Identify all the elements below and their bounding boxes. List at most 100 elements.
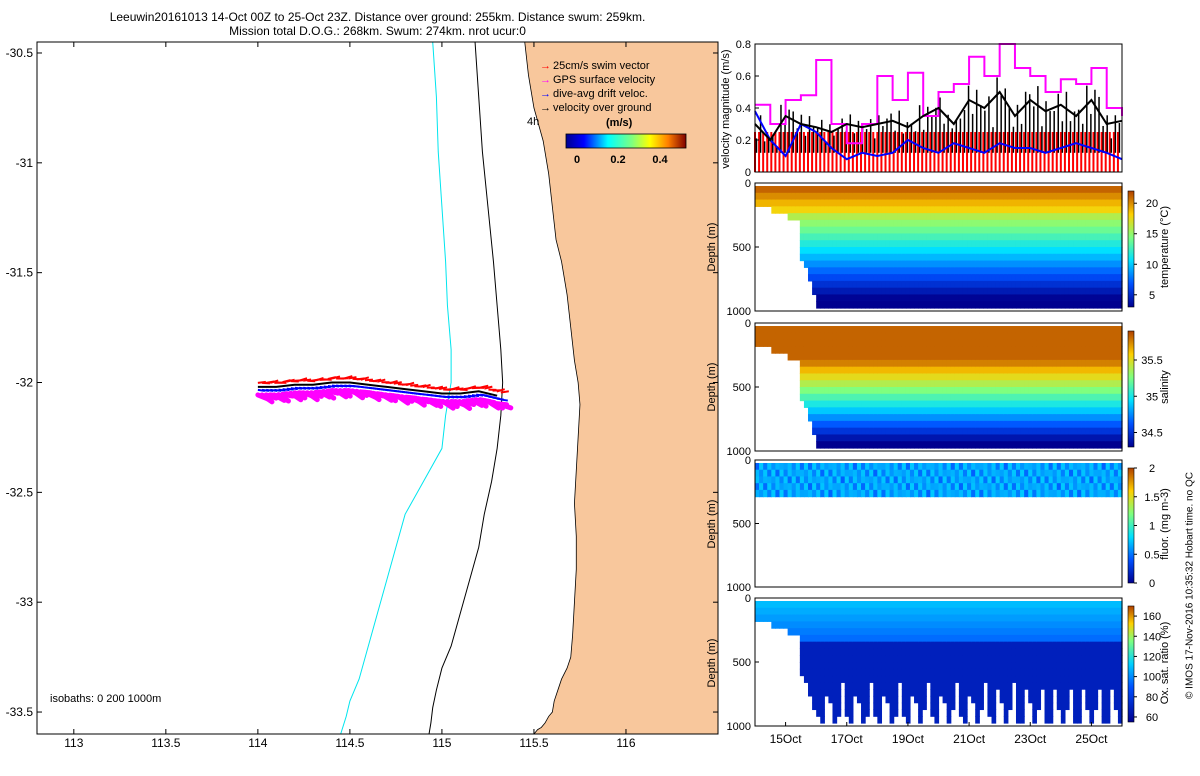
temperature-cell bbox=[979, 281, 984, 288]
oxygen-cell bbox=[816, 621, 821, 628]
temperature-cell bbox=[792, 213, 797, 220]
salinity-cell bbox=[983, 401, 988, 408]
salinity-cell bbox=[910, 326, 915, 333]
oxygen-cell bbox=[1040, 682, 1045, 689]
salinity-cell bbox=[1004, 360, 1009, 367]
salinity-cell bbox=[1040, 373, 1045, 380]
oxygen-cell bbox=[828, 628, 833, 635]
salinity-cell bbox=[951, 421, 956, 428]
salinity-cell bbox=[1057, 414, 1062, 421]
temperature-cell bbox=[1077, 254, 1082, 261]
salinity-cell bbox=[959, 367, 964, 374]
temperature-cell bbox=[865, 288, 870, 295]
oxygen-cell bbox=[967, 655, 972, 662]
oxygen-cell bbox=[861, 676, 866, 683]
temperature-cell bbox=[1102, 267, 1107, 274]
temperature-cell bbox=[975, 281, 980, 288]
oxygen-cell bbox=[906, 635, 911, 642]
temperature-cell bbox=[1098, 206, 1103, 213]
oxygen-cell bbox=[873, 709, 878, 716]
oxygen-cell bbox=[1028, 689, 1033, 696]
oxygen-cell bbox=[885, 621, 890, 628]
fluorescence-cell bbox=[992, 476, 997, 483]
oxygen-cell bbox=[894, 662, 899, 669]
salinity-cell bbox=[1020, 414, 1025, 421]
salinity-cell bbox=[943, 367, 948, 374]
temperature-cell bbox=[771, 200, 776, 207]
oxygen-cell bbox=[804, 621, 809, 628]
temperature-cell bbox=[890, 254, 895, 261]
temperature-cell bbox=[971, 261, 976, 268]
temperature-cell bbox=[1110, 227, 1115, 234]
salinity-cell bbox=[861, 441, 866, 448]
temperature-cell bbox=[934, 294, 939, 301]
salinity-cell bbox=[987, 333, 992, 340]
salinity-cell bbox=[877, 401, 882, 408]
salinity-cell bbox=[849, 340, 854, 347]
temperature-cell bbox=[898, 227, 903, 234]
temperature-cell bbox=[873, 301, 878, 308]
oxygen-cell bbox=[939, 669, 944, 676]
salinity-cell bbox=[845, 340, 850, 347]
fluorescence-cell bbox=[808, 470, 813, 477]
salinity-cell bbox=[1016, 326, 1021, 333]
oxygen-cell bbox=[918, 676, 923, 683]
salinity-cell bbox=[918, 428, 923, 435]
oxygen-cell bbox=[1045, 662, 1050, 669]
oxygen-cell bbox=[1016, 662, 1021, 669]
temperature-cell bbox=[861, 274, 866, 281]
salinity-cell bbox=[820, 441, 825, 448]
temperature-cell bbox=[1053, 281, 1058, 288]
temperature-cell bbox=[996, 206, 1001, 213]
temperature-cell bbox=[967, 186, 972, 193]
oxygen-cell bbox=[890, 615, 895, 622]
oxygen-cell bbox=[816, 642, 821, 649]
oxygen-cell bbox=[992, 635, 997, 642]
salinity-cell bbox=[1102, 441, 1107, 448]
temperature-cell bbox=[1053, 288, 1058, 295]
salinity-cell bbox=[979, 421, 984, 428]
salinity-cell bbox=[1061, 333, 1066, 340]
salinity-cell bbox=[845, 407, 850, 414]
salinity-cell bbox=[820, 333, 825, 340]
fluorescence-cell bbox=[996, 490, 1001, 497]
salinity-cell bbox=[877, 387, 882, 394]
temperature-cell bbox=[1065, 213, 1070, 220]
oxygen-cell bbox=[1004, 709, 1009, 716]
salinity-cell bbox=[1093, 407, 1098, 414]
oxygen-cell bbox=[926, 601, 931, 608]
temperature-cell bbox=[934, 213, 939, 220]
salinity-cell bbox=[832, 441, 837, 448]
salinity-cell bbox=[914, 434, 919, 441]
salinity-cell bbox=[987, 340, 992, 347]
salinity-cell bbox=[1073, 441, 1078, 448]
temperature-cell bbox=[930, 301, 935, 308]
temperature-cell bbox=[1020, 200, 1025, 207]
fluorescence-cell bbox=[845, 470, 850, 477]
salinity-cell bbox=[1089, 333, 1094, 340]
salinity-cell bbox=[890, 407, 895, 414]
salinity-cell bbox=[1089, 401, 1094, 408]
salinity-cell bbox=[963, 333, 968, 340]
oxygen-cell bbox=[841, 608, 846, 615]
oxygen-cell bbox=[1085, 621, 1090, 628]
temperature-cell bbox=[861, 186, 866, 193]
oxygen-cell bbox=[971, 648, 976, 655]
oxygen-cell bbox=[1000, 601, 1005, 608]
temperature-cell bbox=[849, 274, 854, 281]
salinity-cell bbox=[1000, 401, 1005, 408]
salinity-cell bbox=[1024, 333, 1029, 340]
salinity-cell bbox=[910, 407, 915, 414]
salinity-cell bbox=[1089, 326, 1094, 333]
salinity-cell bbox=[1093, 353, 1098, 360]
temperature-cell bbox=[906, 193, 911, 200]
salinity-cell bbox=[808, 360, 813, 367]
oxygen-cell bbox=[865, 655, 870, 662]
oxygen-cell bbox=[885, 628, 890, 635]
oxygen-cell bbox=[1081, 655, 1086, 662]
temperature-cell bbox=[1016, 294, 1021, 301]
oxygen-cell bbox=[967, 682, 972, 689]
temperature-cell bbox=[930, 247, 935, 254]
salinity-cell bbox=[1093, 414, 1098, 421]
temperature-cell bbox=[947, 247, 952, 254]
